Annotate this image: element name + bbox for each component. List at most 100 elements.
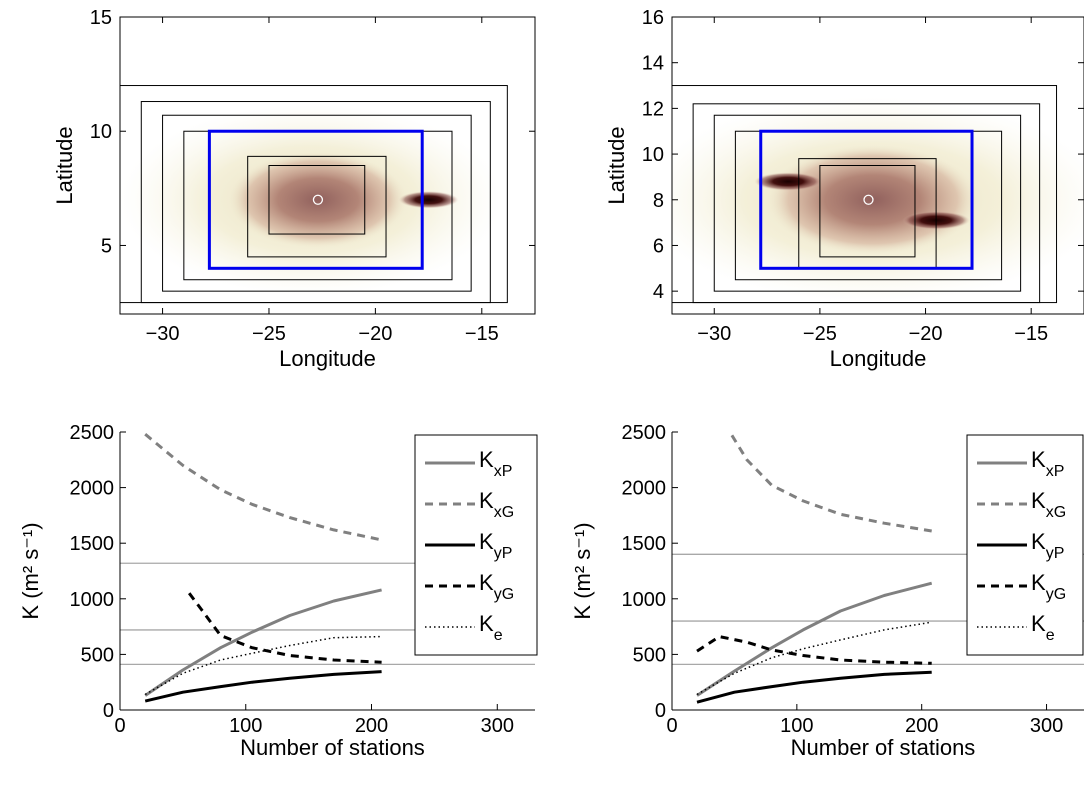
- legend-label-subscript: yP: [494, 545, 513, 562]
- x-tick-label: 300: [1030, 715, 1063, 737]
- station-box: [140, 101, 491, 304]
- y-tick-label: 14: [642, 53, 664, 75]
- x-tick-label: −15: [465, 323, 499, 345]
- legend-label-subscript: yP: [1046, 545, 1065, 562]
- x-tick-label: 200: [905, 715, 938, 737]
- series-line-Ke: [144, 635, 382, 696]
- y-tick-label: 8: [653, 190, 664, 212]
- intensity-blob: [398, 191, 459, 209]
- x-tick-label: 100: [229, 715, 262, 737]
- selected-box: [759, 129, 974, 270]
- series-line-KyG: [187, 592, 382, 664]
- legend-label-base: K: [1031, 570, 1046, 595]
- axes-frame: [119, 16, 536, 315]
- plot-body: [672, 434, 1084, 704]
- legend-label-base: K: [1031, 611, 1046, 636]
- x-axis-label: Number of stations: [240, 735, 425, 760]
- legend-label-KyP: KyP: [1031, 529, 1064, 562]
- legend-label-KxG: KxG: [479, 488, 514, 521]
- y-axis-label: K (m² s⁻¹): [18, 522, 43, 619]
- legend-label-subscript: e: [494, 627, 503, 644]
- legend-label-subscript: xP: [494, 463, 513, 480]
- series-line-KxG: [144, 433, 382, 542]
- station-box: [268, 165, 366, 235]
- legend-label-base: K: [479, 611, 494, 636]
- legend-label-base: K: [479, 447, 494, 472]
- y-tick-label: 15: [90, 7, 112, 29]
- legend-label-base: K: [1031, 529, 1046, 554]
- x-tick-label: 0: [666, 715, 677, 737]
- heatmap-body: [120, 17, 535, 314]
- legend-label-base: K: [479, 488, 494, 513]
- series-line-KyG: [696, 635, 932, 665]
- x-tick-label: −15: [1014, 323, 1048, 345]
- y-axis-label: Latitude: [52, 126, 77, 204]
- x-tick-label: −25: [252, 323, 286, 345]
- x-tick-label: −25: [803, 323, 837, 345]
- x-axis-label: Longitude: [279, 346, 376, 371]
- x-tick-label: −30: [697, 323, 731, 345]
- legend-label-Ke: Ke: [1031, 611, 1055, 644]
- y-tick-label: 12: [642, 98, 664, 120]
- heatmap-panel-1: −30 −25 −20 −15 5 10 15 Longitude Latitude: [52, 7, 536, 371]
- center-marker: [863, 194, 874, 205]
- station-box: [713, 114, 1022, 292]
- y-tick-label: 1500: [622, 533, 667, 555]
- x-tick-label: 300: [481, 715, 514, 737]
- x-tick-label: −20: [358, 323, 392, 345]
- y-tick-label: 16: [642, 7, 664, 29]
- x-tick-label: −30: [146, 323, 180, 345]
- y-tick-label: 10: [90, 121, 112, 143]
- legend-label-subscript: yG: [494, 586, 514, 603]
- legend-label-subscript: xG: [1046, 504, 1066, 521]
- x-axis-label: Longitude: [830, 346, 927, 371]
- y-tick-label: 2500: [622, 422, 667, 444]
- y-tick-label: 10: [642, 144, 664, 166]
- center-marker: [312, 194, 324, 205]
- y-tick-label: 5: [101, 235, 112, 257]
- y-tick-label: 2000: [622, 478, 667, 500]
- series-line-KxP: [696, 581, 933, 697]
- legend-label-subscript: xG: [494, 504, 514, 521]
- heatmap-body: [672, 17, 1084, 314]
- series-line-KyP: [144, 670, 382, 703]
- y-tick-label: 2000: [70, 478, 115, 500]
- intensity-blob: [228, 151, 408, 248]
- y-tick-label: 500: [633, 644, 666, 666]
- y-axis-label: Latitude: [604, 126, 629, 204]
- legend-label-base: K: [1031, 447, 1046, 472]
- legend-label-base: K: [479, 529, 494, 554]
- station-box: [692, 103, 1041, 304]
- y-tick-label: 0: [655, 700, 666, 722]
- legend-label-KyG: KyG: [479, 570, 514, 603]
- legend-label-base: K: [479, 570, 494, 595]
- legend-label-subscript: yG: [1046, 586, 1066, 603]
- y-tick-label: 4: [653, 281, 664, 303]
- x-axis-label: Number of stations: [791, 735, 976, 760]
- legend-label-KyG: KyG: [1031, 570, 1066, 603]
- selected-box: [207, 129, 424, 270]
- legend-label-KyP: KyP: [479, 529, 512, 562]
- y-tick-label: 2500: [70, 422, 115, 444]
- series-line-KxP: [144, 588, 382, 697]
- station-box: [819, 165, 916, 258]
- x-tick-label: 0: [114, 715, 125, 737]
- station-box: [162, 114, 472, 292]
- y-tick-label: 0: [103, 700, 114, 722]
- series-line-KxG: [730, 434, 932, 533]
- heatmap-panel-2: −30 −25 −20 −15 4 6 8 10 12 14 16 Longitude Latitude: [604, 7, 1084, 371]
- intensity-blob: [754, 172, 823, 191]
- line-panel-4: 0 100 200 300 0 500 1000 1500 2000 2500 Number of …: [570, 422, 1084, 760]
- legend-label-KxP: KxP: [1031, 447, 1064, 480]
- line-panel-3: 0 100 200 300 0 500 1000 1500 2000 2500 Number of …: [18, 422, 538, 760]
- y-tick-label: 1000: [70, 589, 115, 611]
- x-tick-label: −20: [909, 323, 943, 345]
- legend-label-base: K: [1031, 488, 1046, 513]
- legend-label-subscript: xP: [1046, 463, 1065, 480]
- series-line-KyP: [696, 670, 932, 704]
- legend-label-Ke: Ke: [479, 611, 503, 644]
- legend-label-KxP: KxP: [479, 447, 512, 480]
